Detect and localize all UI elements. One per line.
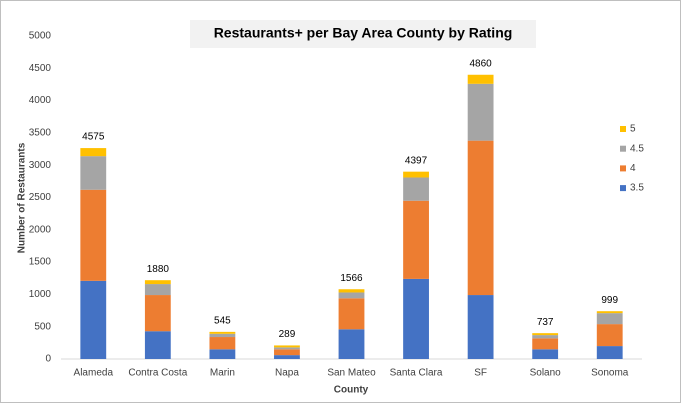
x-tick-label: SF <box>474 368 487 379</box>
bar-segment <box>532 335 559 339</box>
legend-label: 5 <box>630 124 636 135</box>
bar-segment <box>338 292 365 299</box>
bar-segment <box>80 148 107 157</box>
total-label: 4575 <box>82 132 105 143</box>
bar-segment <box>467 140 494 296</box>
bar-segment <box>144 280 171 285</box>
title-box <box>190 20 536 48</box>
y-tick-label: 3500 <box>29 128 52 139</box>
bar-segment <box>596 311 623 314</box>
bar-segment <box>467 295 494 359</box>
x-tick-label: Solano <box>530 368 562 379</box>
y-tick-label: 4500 <box>29 63 52 74</box>
x-tick-label: Sonoma <box>591 368 629 379</box>
legend-swatch <box>620 165 626 172</box>
y-tick-label: 4000 <box>29 95 52 106</box>
total-label: 1880 <box>147 264 170 275</box>
bar-segment <box>274 355 300 359</box>
total-label: 4860 <box>469 58 492 69</box>
bar-segment <box>274 345 300 348</box>
bar-segment <box>209 331 236 334</box>
x-tick-label: Santa Clara <box>390 368 443 379</box>
bar-segment <box>144 295 171 332</box>
y-tick-label: 0 <box>45 354 51 365</box>
bar-segment <box>596 324 623 347</box>
bar-segment <box>403 171 429 178</box>
bar-segment <box>467 83 494 141</box>
bar-segment <box>532 338 559 350</box>
legend-label: 4.5 <box>630 143 644 154</box>
x-tick-label: Alameda <box>74 368 114 379</box>
bar-segment <box>209 337 236 350</box>
bar-segment <box>338 329 365 359</box>
total-label: 737 <box>537 317 554 328</box>
bar-segment <box>338 289 365 293</box>
x-tick-label: Contra Costa <box>128 368 187 379</box>
bar-segment <box>209 349 236 359</box>
legend-label: 4 <box>630 163 636 174</box>
total-label: 4397 <box>405 155 428 166</box>
chart-title: Restaurants+ per Bay Area County by Rati… <box>214 25 513 41</box>
bar-segment <box>596 346 623 359</box>
x-tick-label: San Mateo <box>327 368 376 379</box>
total-label: 289 <box>279 329 296 340</box>
bar-segment <box>144 284 171 296</box>
bar-segment <box>274 349 300 356</box>
x-tick-label: Napa <box>275 368 299 379</box>
y-tick-label: 1500 <box>29 257 52 268</box>
legend-swatch <box>620 126 626 132</box>
total-label: 545 <box>214 316 231 327</box>
legend-label: 3.5 <box>630 183 644 194</box>
y-tick-label: 1000 <box>29 289 52 300</box>
bar-segment <box>596 313 623 325</box>
bar-segment <box>403 177 429 201</box>
bar-segment <box>209 333 236 338</box>
bar-segment <box>274 347 300 350</box>
total-label: 999 <box>601 295 618 306</box>
bar-segment <box>403 200 429 279</box>
x-axis-title: County <box>334 385 369 396</box>
y-tick-label: 2000 <box>29 224 52 235</box>
y-tick-label: 500 <box>34 321 51 332</box>
bar-segment <box>80 280 107 359</box>
y-tick-label: 5000 <box>29 31 52 42</box>
bar-segment <box>80 189 107 281</box>
bar-segment <box>338 298 365 330</box>
bar-segment <box>532 349 559 359</box>
x-tick-label: Marin <box>210 368 235 379</box>
y-tick-label: 2500 <box>29 192 52 203</box>
bar-segment <box>403 278 429 359</box>
bar-segment <box>532 333 559 336</box>
y-axis-title: Number of Restaurants <box>17 142 28 253</box>
legend-swatch <box>620 145 626 152</box>
bar-segment <box>144 331 171 359</box>
bar-segment <box>80 156 107 190</box>
total-label: 1566 <box>340 273 363 284</box>
legend-swatch <box>620 185 626 192</box>
bar-segment <box>467 74 494 84</box>
y-tick-label: 3000 <box>29 160 52 171</box>
